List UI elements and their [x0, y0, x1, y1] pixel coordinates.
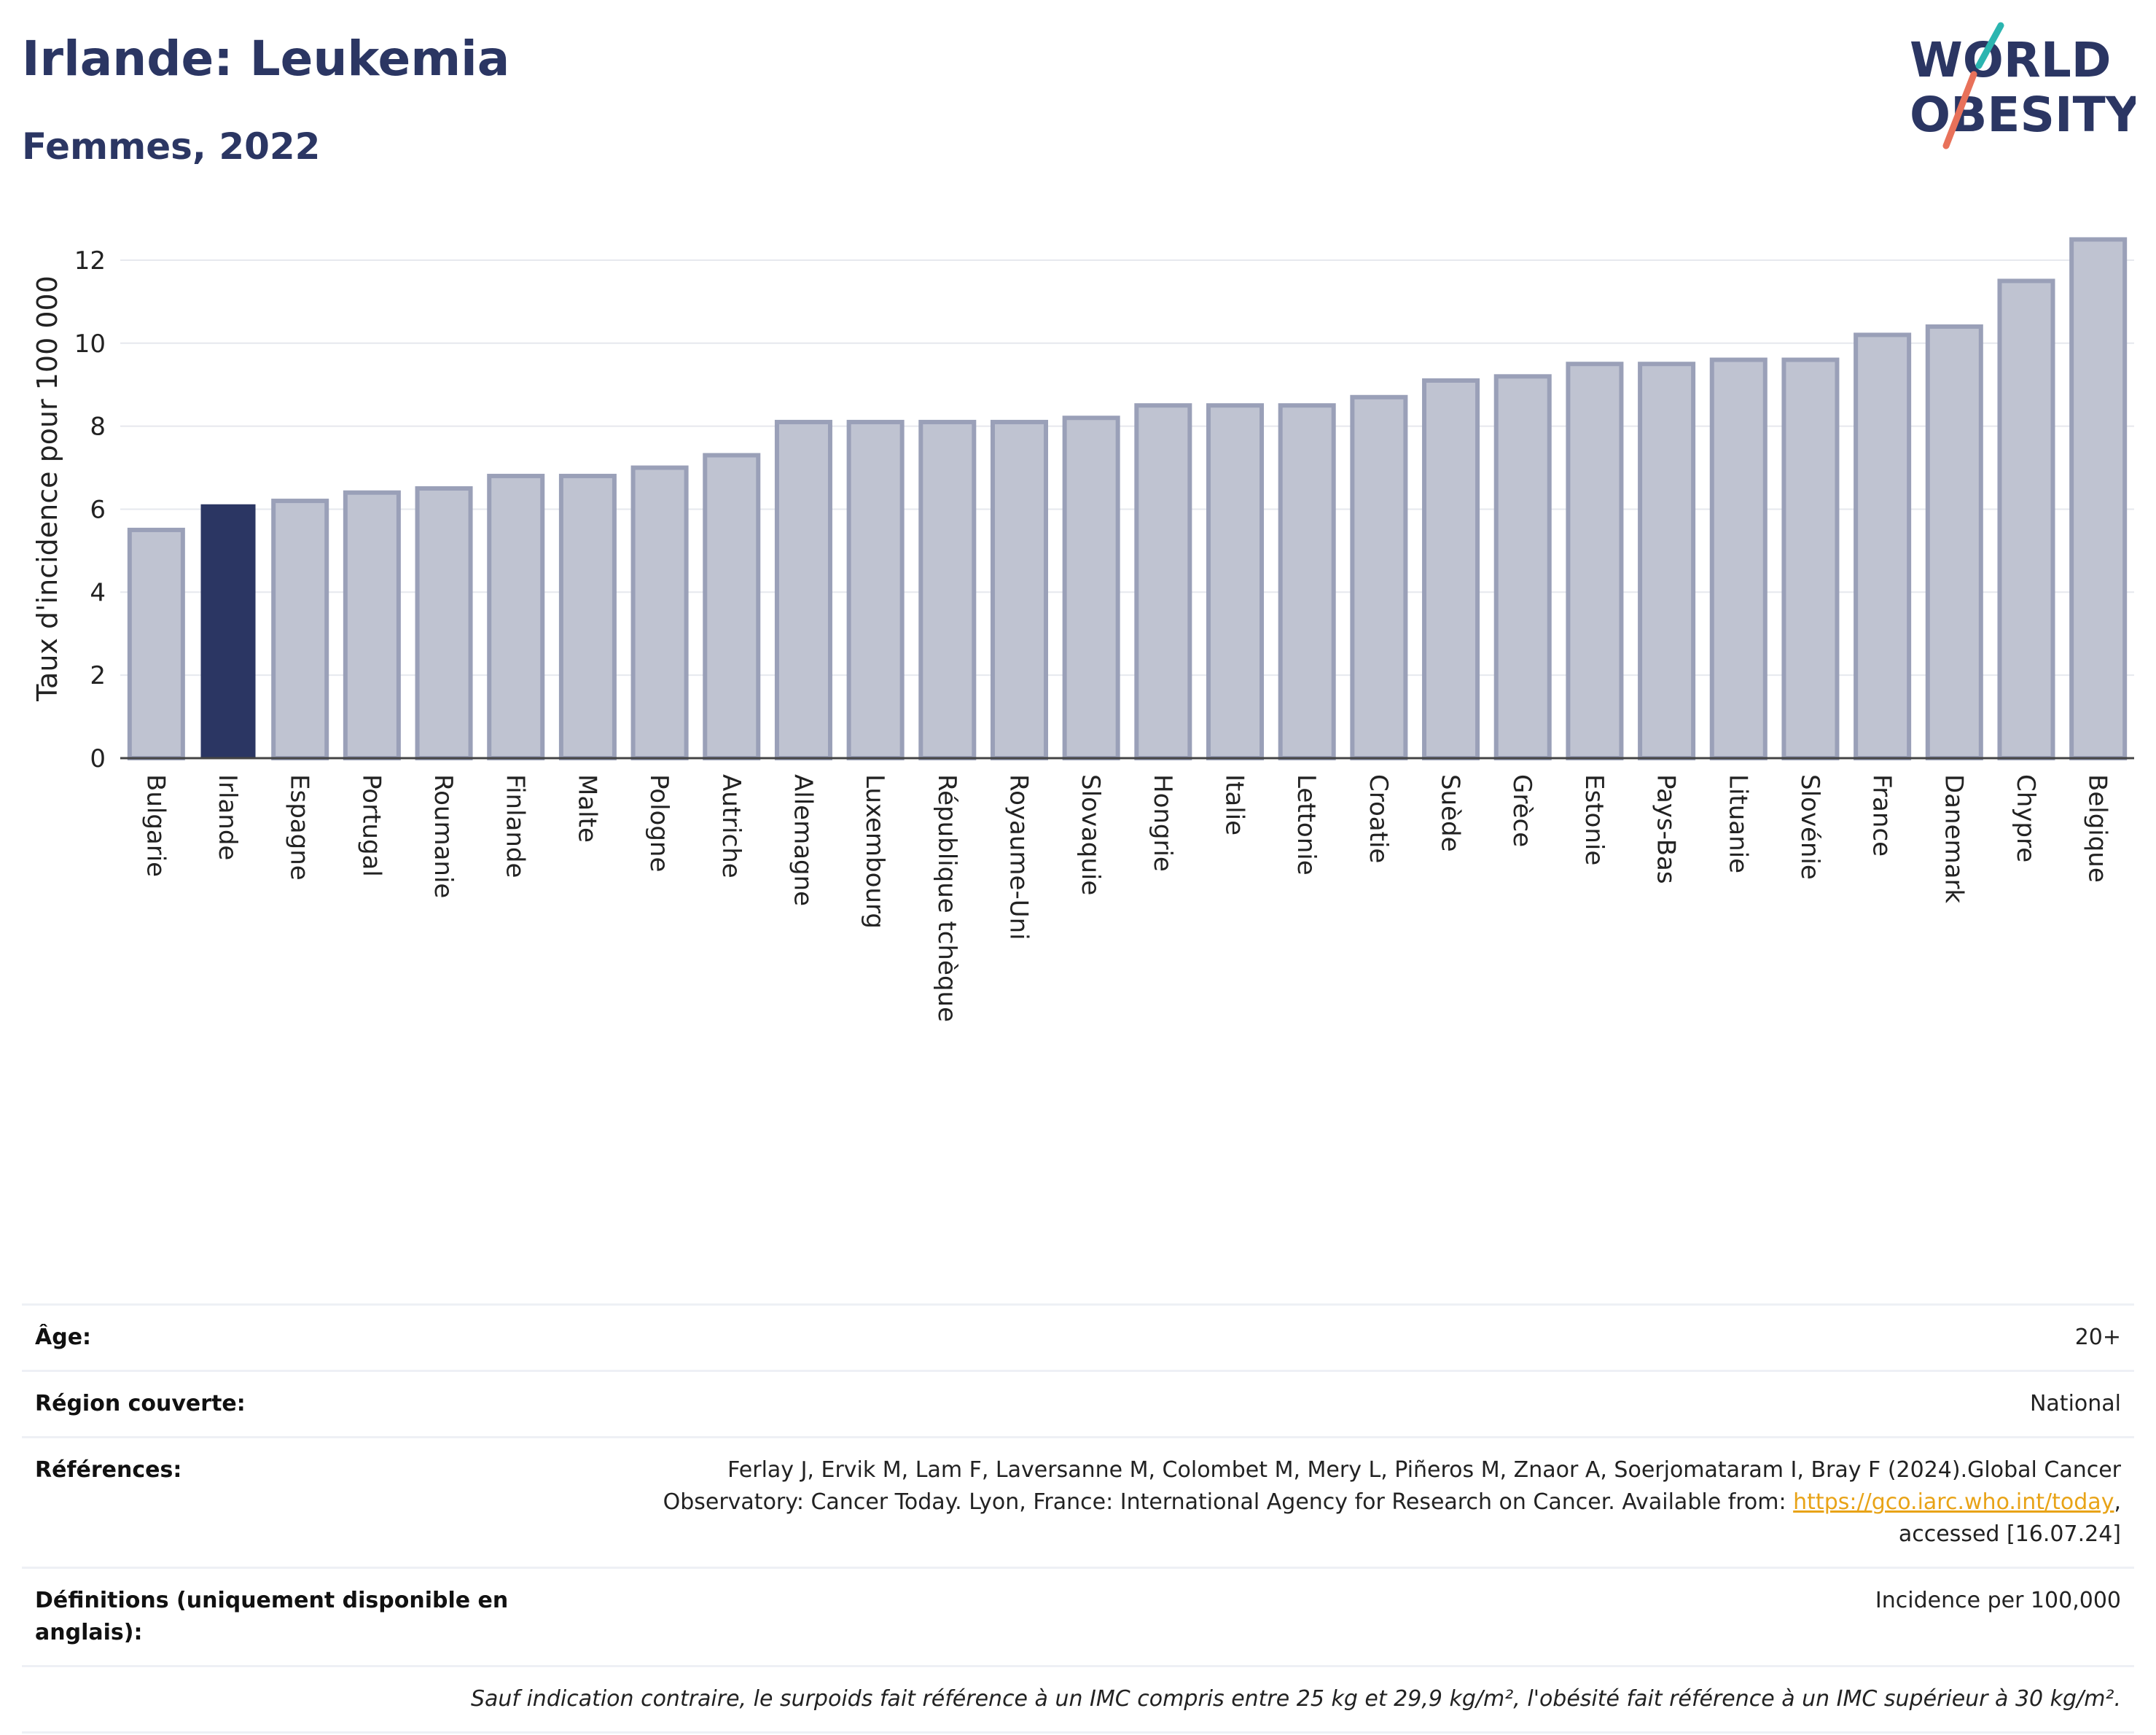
- page-title: Irlande: Leukemia: [22, 31, 510, 87]
- bar-belgique: [2069, 237, 2128, 760]
- region-value: National: [529, 1370, 2134, 1438]
- x-tick-label: Croatie: [1364, 774, 1393, 863]
- x-tick-label: Danemark: [1939, 774, 1968, 903]
- references-link[interactable]: https://gco.iarc.who.int/today: [1793, 1489, 2114, 1515]
- x-tick-label: Italie: [1220, 774, 1249, 835]
- x-tick-label: Irlande: [213, 774, 242, 860]
- bar-suède: [1422, 378, 1480, 760]
- y-tick-label: 2: [90, 661, 106, 690]
- bar-malte: [558, 473, 617, 761]
- age-label: Âge:: [22, 1303, 529, 1371]
- x-tick-label: Lettonie: [1292, 774, 1321, 876]
- bar-slovaquie: [1062, 416, 1120, 760]
- bar-autriche: [703, 453, 761, 760]
- x-tick-label: Slovaquie: [1076, 774, 1105, 895]
- references-text-1: Ferlay J, Ervik M, Lam F, Laversanne M, …: [727, 1457, 2121, 1483]
- bar-chart: 0 2 4 6 8 10 12 Taux d'incidence pour 100 000 Bu…: [31, 237, 2134, 1022]
- x-tick-label: Slovénie: [1795, 774, 1824, 880]
- region-label: Région couverte:: [22, 1370, 529, 1438]
- bar-pays-bas: [1638, 362, 1696, 760]
- x-tick-label: Hongrie: [1148, 774, 1177, 872]
- definitions-label: Définitions (uniquement disponible en an…: [22, 1567, 529, 1666]
- info-table: Âge: 20+ Région couverte: National Référ…: [22, 1303, 2134, 1734]
- references-text-2: Observatory: Cancer Today. Lyon, France:…: [663, 1489, 1794, 1515]
- bar-portugal: [343, 490, 401, 760]
- x-tick-label: Royaume-Uni: [1004, 774, 1033, 940]
- bar-finlande: [487, 473, 545, 761]
- y-tick-label: 10: [74, 330, 106, 359]
- x-tick-label: Chypre: [2011, 774, 2040, 862]
- references-label: Références:: [22, 1436, 529, 1568]
- x-tick-label: Belgique: [2083, 774, 2112, 883]
- page-subtitle: Femmes, 2022: [22, 125, 321, 168]
- bar-espagne: [271, 499, 329, 760]
- definitions-value: Incidence per 100,000: [529, 1567, 2134, 1666]
- x-tick-label: Pologne: [644, 774, 673, 872]
- info-row-age: Âge: 20+: [22, 1303, 2134, 1371]
- bar-grèce: [1493, 374, 1552, 760]
- y-tick-label: 8: [90, 413, 106, 442]
- bar-slovénie: [1781, 357, 1840, 760]
- bmi-note: Sauf indication contraire, le surpoids f…: [22, 1665, 2134, 1734]
- x-tick-label: Suède: [1436, 774, 1465, 852]
- logo-slash-coral: [1942, 71, 1977, 149]
- x-tick-label: Autriche: [716, 774, 746, 878]
- x-tick-label: Lituanie: [1723, 774, 1752, 873]
- y-tick-label: 12: [74, 246, 106, 276]
- x-tick-label: Allemagne: [788, 774, 817, 906]
- logo-word-obesity: OBESITY: [1910, 87, 2136, 143]
- bar-chypre: [1997, 278, 2055, 760]
- x-tick-label: Grèce: [1507, 774, 1536, 847]
- x-tick-label: Roumanie: [429, 774, 458, 898]
- info-row-note: Sauf indication contraire, le surpoids f…: [22, 1665, 2134, 1734]
- bar-lettonie: [1278, 403, 1336, 761]
- bar-danemark: [1925, 324, 1983, 760]
- age-value: 20+: [529, 1303, 2134, 1371]
- info-row-definitions: Définitions (uniquement disponible en an…: [22, 1567, 2134, 1666]
- x-tick-label: Luxembourg: [860, 774, 889, 929]
- bar-pologne: [630, 465, 689, 760]
- x-tick-label: République tchèque: [932, 774, 961, 1022]
- x-tick-label: Malte: [572, 774, 601, 843]
- bar-croatie: [1350, 394, 1408, 760]
- x-tick-label: Pays-Bas: [1652, 774, 1681, 884]
- bar-france: [1854, 332, 1912, 760]
- x-tick-label: Estonie: [1579, 774, 1609, 865]
- bar-hongrie: [1134, 403, 1192, 761]
- x-tick-label: Portugal: [356, 774, 386, 877]
- bar-allemagne: [774, 419, 832, 761]
- x-tick-label: Finlande: [501, 774, 530, 878]
- references-value: Ferlay J, Ervik M, Lam F, Laversanne M, …: [529, 1436, 2134, 1568]
- bar-italie: [1206, 403, 1265, 761]
- info-row-references: Références: Ferlay J, Ervik M, Lam F, La…: [22, 1436, 2134, 1568]
- x-tick-label: Bulgarie: [141, 774, 170, 877]
- bar-luxembourg: [846, 419, 905, 761]
- references-text-4: accessed [16.07.24]: [1898, 1521, 2121, 1547]
- y-tick-label: 4: [90, 578, 106, 607]
- bar-république-tchèque: [918, 419, 977, 761]
- bar-irlande: [200, 504, 256, 759]
- references-text-3: ,: [2114, 1489, 2121, 1515]
- bar-royaume-uni: [990, 419, 1048, 761]
- info-row-region: Région couverte: National: [22, 1370, 2134, 1438]
- y-axis-label: Taux d'incidence pour 100 000: [31, 276, 63, 702]
- y-tick-label: 6: [90, 495, 106, 524]
- bar-estonie: [1566, 362, 1624, 760]
- logo-slash-teal: [1975, 22, 2004, 69]
- world-obesity-logo: WORLD OBESITY: [1910, 22, 2136, 149]
- bar-bulgarie: [127, 527, 185, 761]
- x-tick-label: Espagne: [285, 774, 314, 881]
- bar-roumanie: [415, 486, 473, 760]
- x-tick-label: France: [1867, 774, 1897, 857]
- bar-lituanie: [1709, 357, 1768, 760]
- logo-word-world: WORLD: [1910, 32, 2112, 88]
- y-tick-label: 0: [90, 744, 106, 773]
